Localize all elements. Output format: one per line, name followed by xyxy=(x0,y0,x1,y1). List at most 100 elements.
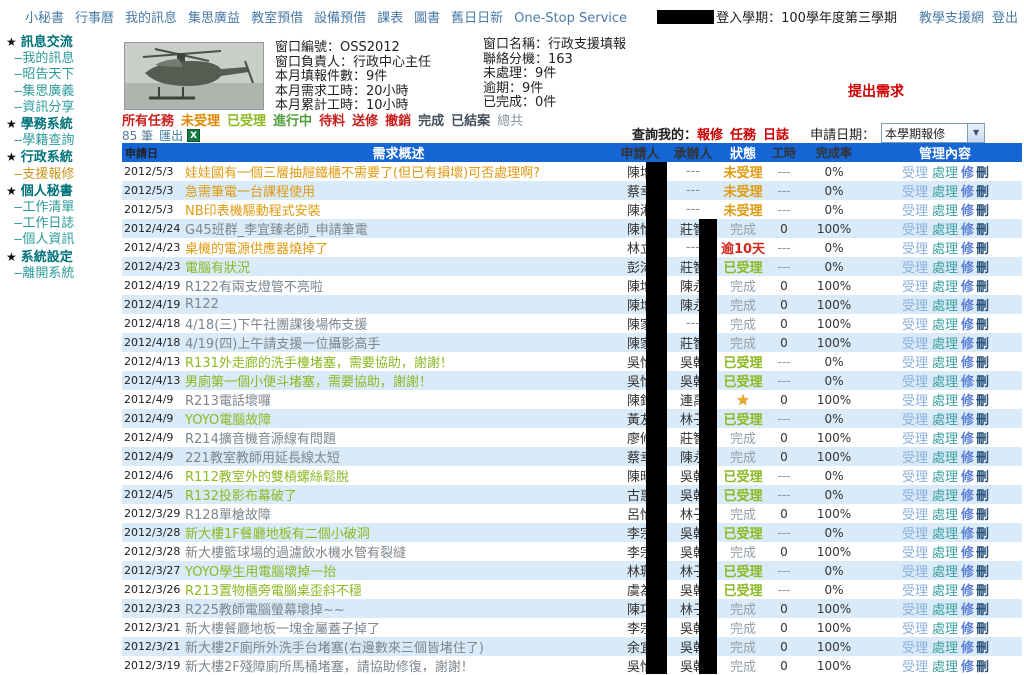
manage-action-link[interactable]: 處理 xyxy=(931,185,958,200)
request-description-link[interactable]: 新大樓籃球場的過濾飲水機水管有裂縫 xyxy=(185,546,407,561)
request-description-link[interactable]: R122 xyxy=(185,297,219,312)
manage-action-link[interactable]: 受理 xyxy=(901,584,928,599)
manage-action-link[interactable]: 處理 xyxy=(931,489,958,504)
manage-action-link[interactable]: 刪 xyxy=(976,470,990,485)
nav-item[interactable]: One-Stop Service xyxy=(514,11,628,26)
sidebar-item[interactable]: --昭告天下 xyxy=(14,67,75,83)
request-description-link[interactable]: R128單槍故障 xyxy=(185,508,271,523)
manage-action-link[interactable]: 修 xyxy=(961,280,975,295)
manage-action-link[interactable]: 修 xyxy=(961,318,975,333)
query-link[interactable]: 日誌 xyxy=(763,127,790,143)
manage-action-link[interactable]: 刪 xyxy=(976,527,990,542)
request-description-link[interactable]: R213置物櫃旁電腦桌歪斜不穩 xyxy=(185,584,362,599)
manage-action-link[interactable]: 處理 xyxy=(931,508,958,523)
sidebar-item[interactable]: --我的訊息 xyxy=(14,51,75,67)
manage-action-link[interactable]: 刪 xyxy=(976,261,990,276)
column-header[interactable]: 申請人 xyxy=(620,147,660,162)
manage-action-link[interactable]: 修 xyxy=(961,242,975,257)
manage-action-link[interactable]: 受理 xyxy=(901,299,928,314)
manage-action-link[interactable]: 處理 xyxy=(931,204,958,219)
manage-action-link[interactable]: 處理 xyxy=(931,451,958,466)
manage-action-link[interactable]: 刪 xyxy=(976,432,990,447)
status-filter-link[interactable]: 待料 xyxy=(319,114,346,129)
column-header[interactable]: 狀態 xyxy=(729,147,756,162)
manage-action-link[interactable]: 修 xyxy=(961,470,975,485)
nav-item[interactable]: 行事曆 xyxy=(75,11,115,26)
nav-item[interactable]: 小秘書 xyxy=(25,11,65,26)
manage-action-link[interactable]: 修 xyxy=(961,299,975,314)
request-description-link[interactable]: 新大樓2F殘障廁所馬桶堵塞，請協助修復，謝謝！ xyxy=(185,660,474,675)
manage-action-link[interactable]: 受理 xyxy=(901,185,928,200)
manage-action-link[interactable]: 刪 xyxy=(976,356,990,371)
sidebar-item[interactable]: --工作日誌 xyxy=(14,216,75,232)
manage-action-link[interactable]: 刪 xyxy=(976,508,990,523)
manage-action-link[interactable]: 受理 xyxy=(901,622,928,637)
manage-action-link[interactable]: 修 xyxy=(961,451,975,466)
logout-link[interactable]: 登出 xyxy=(991,11,1018,26)
manage-action-link[interactable]: 受理 xyxy=(901,489,928,504)
manage-action-link[interactable]: 受理 xyxy=(901,660,928,675)
manage-action-link[interactable]: 刪 xyxy=(976,603,990,618)
manage-action-link[interactable]: 受理 xyxy=(901,394,928,409)
query-link[interactable]: 任務 xyxy=(730,127,757,143)
manage-action-link[interactable]: 修 xyxy=(961,546,975,561)
manage-action-link[interactable]: 處理 xyxy=(931,166,958,181)
manage-action-link[interactable]: 修 xyxy=(961,565,975,580)
query-link[interactable]: 報修 xyxy=(697,127,724,143)
status-filter-link[interactable]: 已結案 xyxy=(451,114,491,129)
sidebar-item[interactable]: --支援報修 xyxy=(14,166,75,182)
request-description-link[interactable]: 新大樓2F廁所外洗手台堵塞(右邊數來三個皆堵住了) xyxy=(185,641,484,656)
manage-action-link[interactable]: 修 xyxy=(961,622,975,637)
manage-action-link[interactable]: 刪 xyxy=(976,565,990,580)
manage-action-link[interactable]: 修 xyxy=(961,508,975,523)
manage-action-link[interactable]: 受理 xyxy=(901,432,928,447)
nav-item[interactable]: 集思廣益 xyxy=(188,11,241,26)
nav-item[interactable]: 圖書 xyxy=(414,11,441,26)
request-description-link[interactable]: 新大樓1F餐廳地板有二個小破洞 xyxy=(185,527,370,542)
sidebar-item[interactable]: --學籍查詢 xyxy=(14,133,75,149)
status-filter-link[interactable]: 完成 xyxy=(418,114,445,129)
manage-action-link[interactable]: 受理 xyxy=(901,375,928,390)
request-description-link[interactable]: 4/18(三)下午社團課後場佈支援 xyxy=(185,318,368,333)
manage-action-link[interactable]: 刪 xyxy=(976,299,990,314)
manage-action-link[interactable]: 刪 xyxy=(976,337,990,352)
request-description-link[interactable]: R112教室外的雙槓螺絲鬆脫 xyxy=(185,470,349,485)
manage-action-link[interactable]: 修 xyxy=(961,356,975,371)
submit-request-button[interactable]: 提出需求 xyxy=(848,84,904,100)
manage-action-link[interactable]: 處理 xyxy=(931,622,958,637)
manage-action-link[interactable]: 修 xyxy=(961,261,975,276)
status-filter-link[interactable]: 進行中 xyxy=(273,114,313,129)
manage-action-link[interactable]: 修 xyxy=(961,204,975,219)
manage-action-link[interactable]: 受理 xyxy=(901,565,928,580)
request-description-link[interactable]: R131外走廊的洗手檯堵塞，需要協助，謝謝！ xyxy=(185,356,453,371)
manage-action-link[interactable]: 處理 xyxy=(931,527,958,542)
manage-action-link[interactable]: 受理 xyxy=(901,641,928,656)
manage-action-link[interactable]: 受理 xyxy=(901,204,928,219)
manage-action-link[interactable]: 處理 xyxy=(931,337,958,352)
manage-action-link[interactable]: 修 xyxy=(961,413,975,428)
column-header[interactable]: 完成率 xyxy=(815,146,852,160)
column-header[interactable]: 管理內容 xyxy=(918,147,971,162)
manage-action-link[interactable]: 刪 xyxy=(976,204,990,219)
manage-action-link[interactable]: 受理 xyxy=(901,280,928,295)
request-description-link[interactable]: R122有兩支燈管不亮啦 xyxy=(185,280,323,295)
request-description-link[interactable]: 急需筆電一台課程使用 xyxy=(185,185,316,200)
manage-action-link[interactable]: 刪 xyxy=(976,546,990,561)
manage-action-link[interactable]: 處理 xyxy=(931,318,958,333)
request-description-link[interactable]: 桌機的電源供應器燒掉了 xyxy=(185,242,329,257)
manage-action-link[interactable]: 處理 xyxy=(931,223,958,238)
request-description-link[interactable]: 男廁第一個小便斗堵塞，需要協助，謝謝！ xyxy=(185,375,433,390)
manage-action-link[interactable]: 受理 xyxy=(901,261,928,276)
nav-item[interactable]: 舊日日新 xyxy=(451,11,504,26)
manage-action-link[interactable]: 刪 xyxy=(976,185,990,200)
manage-action-link[interactable]: 刪 xyxy=(976,489,990,504)
manage-action-link[interactable]: 修 xyxy=(961,432,975,447)
teaching-support-link[interactable]: 教學支援網 xyxy=(918,11,984,26)
manage-action-link[interactable]: 處理 xyxy=(931,470,958,485)
manage-action-link[interactable]: 受理 xyxy=(901,470,928,485)
sidebar-item[interactable]: --資訊分享 xyxy=(14,99,75,115)
manage-action-link[interactable]: 修 xyxy=(961,223,975,238)
manage-action-link[interactable]: 修 xyxy=(961,185,975,200)
sidebar-item[interactable]: --集思廣義 xyxy=(14,83,75,99)
request-description-link[interactable]: 4/19(四)上午請支援一位攝影高手 xyxy=(185,337,381,352)
